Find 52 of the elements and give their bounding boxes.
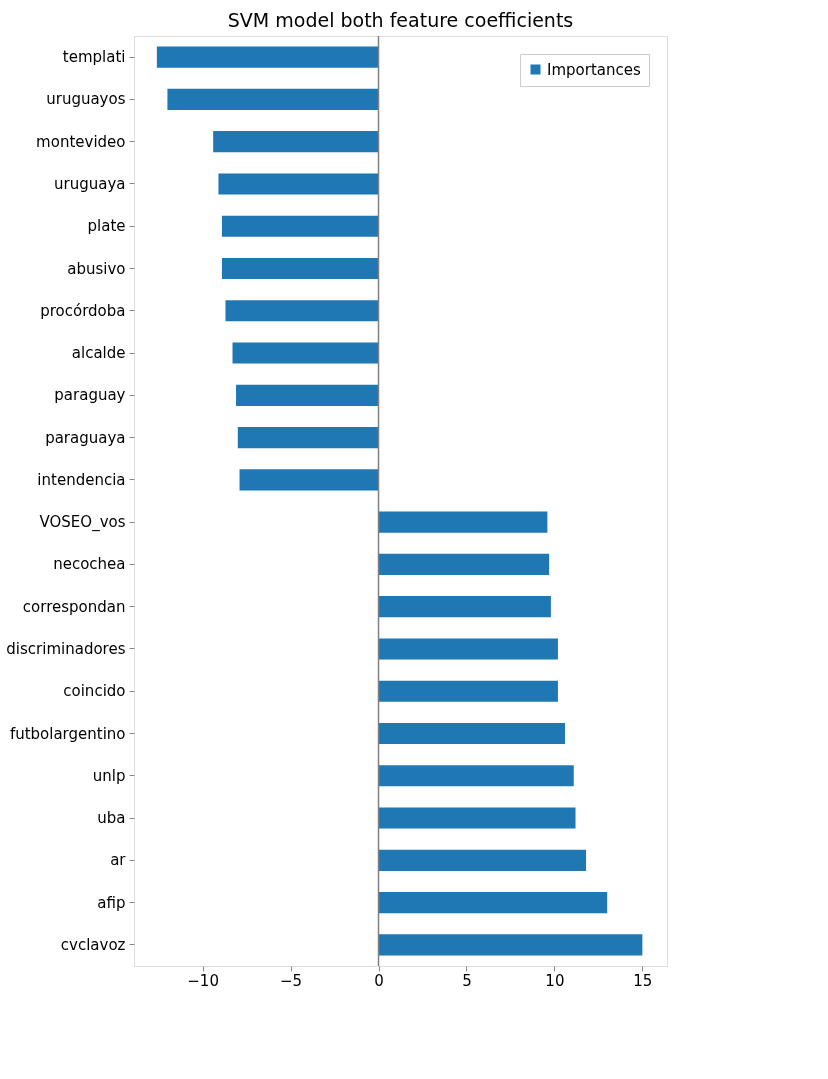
x-tick-label: 15 — [633, 971, 653, 990]
bar — [237, 427, 379, 449]
legend-label: Importances — [547, 60, 641, 79]
y-tick-label: coincido — [63, 682, 126, 701]
bar — [378, 638, 558, 660]
bar — [232, 342, 379, 364]
bar — [218, 173, 379, 195]
bar — [378, 807, 576, 829]
chart-title: SVM model both feature coefficients — [227, 9, 574, 32]
y-tick-label: paraguaya — [45, 428, 126, 447]
y-tick-label: unlp — [92, 766, 126, 785]
y-tick-label: necochea — [53, 555, 126, 574]
bar — [167, 88, 379, 110]
y-tick-label: correspondan — [22, 597, 126, 616]
y-tick-label: abusivo — [67, 259, 126, 278]
bar — [378, 849, 587, 871]
y-tick-label: uruguayos — [46, 90, 126, 109]
y-tick-label: plate — [87, 217, 126, 236]
bar — [378, 596, 551, 618]
bar — [378, 511, 548, 533]
bar — [236, 384, 379, 406]
y-tick-label: discriminadores — [6, 639, 126, 658]
y-tick-label: VOSEO_vos — [39, 513, 126, 533]
bar — [378, 553, 550, 575]
bar — [378, 722, 565, 745]
bar — [378, 680, 558, 702]
bar — [221, 257, 379, 280]
y-tick-label: futbolargentino — [9, 724, 126, 743]
x-tick-label: 0 — [374, 971, 384, 990]
y-tick-label: cvclavoz — [60, 935, 126, 954]
y-tick-label: intendencia — [37, 470, 126, 489]
x-tick-label: −5 — [280, 971, 303, 990]
y-tick-label: templati — [62, 48, 126, 67]
x-tick-label: 5 — [462, 971, 472, 990]
y-tick-label: ar — [110, 851, 127, 870]
y-tick-label: uruguaya — [54, 174, 126, 193]
y-tick-label: afip — [97, 893, 126, 912]
bar — [239, 469, 379, 491]
y-tick-label: montevideo — [36, 132, 126, 151]
x-tick-label: −10 — [187, 971, 219, 990]
y-tick-label: alcalde — [71, 344, 126, 363]
bar — [378, 934, 643, 956]
bar — [221, 215, 379, 237]
bar — [225, 300, 379, 322]
bar — [156, 46, 379, 68]
y-tick-label: paraguay — [54, 386, 126, 405]
y-tick-label: procórdoba — [40, 301, 126, 320]
bar — [378, 892, 608, 914]
y-tick-label: uba — [97, 809, 126, 828]
bar — [213, 131, 379, 153]
x-tick-label: 10 — [545, 971, 565, 990]
bar — [378, 765, 574, 787]
